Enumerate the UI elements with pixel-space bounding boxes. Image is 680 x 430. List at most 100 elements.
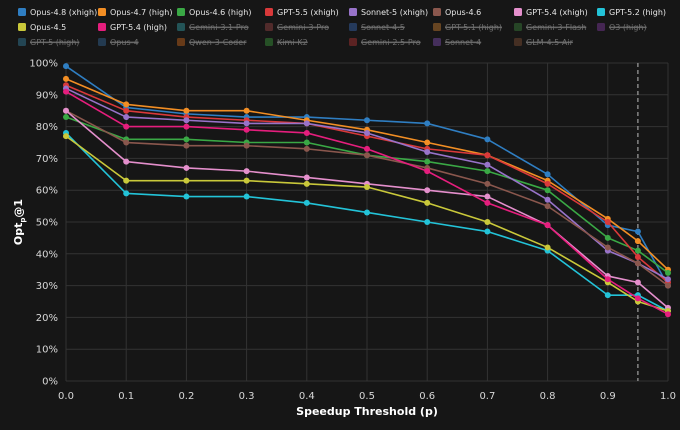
data-point[interactable] [63,114,69,121]
data-point[interactable] [634,279,641,286]
legend-item-sonnet-4[interactable]: Sonnet-4 [433,38,482,47]
data-point[interactable] [665,269,671,276]
data-point[interactable] [63,88,69,95]
data-point[interactable] [123,114,130,121]
data-point[interactable] [634,247,641,254]
legend-item-opus-4[interactable]: Opus-4 [98,38,139,47]
data-point[interactable] [183,164,190,171]
data-point[interactable] [183,193,190,200]
data-point[interactable] [303,145,310,152]
data-point[interactable] [123,158,130,165]
legend-item-gemini-3-flash[interactable]: Gemini-3-Flash [514,23,587,32]
series-gpt-5-4-high[interactable] [63,88,671,318]
data-point[interactable] [183,136,190,143]
legend-item-gpt-5-4-high[interactable]: GPT-5.4 (high) [98,23,167,32]
legend-item-gemini-2-5-pro[interactable]: Gemini-2.5-Pro [349,38,421,47]
legend-item-gpt-5-4-xhigh[interactable]: GPT-5.4 (xhigh) [514,8,588,17]
legend-item-glm-4-5-air[interactable]: GLM-4.5-Air [514,38,574,47]
data-point[interactable] [484,161,491,168]
data-point[interactable] [544,196,551,203]
data-point[interactable] [243,168,250,175]
legend-item-opus-4-7-high[interactable]: Opus-4.7 (high) [98,8,172,17]
legend-item-gpt-5-1-high[interactable]: GPT-5.1 (high) [433,23,503,32]
data-point[interactable] [424,187,431,194]
series-gpt-5-4-xhigh[interactable] [63,107,671,311]
data-point[interactable] [63,107,69,114]
data-point[interactable] [364,184,370,191]
data-point[interactable] [303,129,310,136]
data-point[interactable] [484,136,491,143]
data-point[interactable] [544,222,551,229]
data-point[interactable] [183,117,190,124]
data-point[interactable] [424,120,431,127]
data-point[interactable] [243,193,250,200]
data-point[interactable] [63,63,69,70]
data-point[interactable] [243,177,250,184]
data-point[interactable] [484,219,491,225]
data-point[interactable] [424,199,431,206]
data-point[interactable] [604,234,611,241]
legend-item-gemini-3-pro[interactable]: Gemini-3-Pro [265,23,329,32]
legend-item-sonnet-4-5[interactable]: Sonnet-4.5 [349,23,405,32]
legend-item-opus-4-6[interactable]: Opus-4.6 [433,8,481,17]
data-point[interactable] [243,120,250,127]
data-point[interactable] [243,107,250,114]
data-point[interactable] [634,228,641,235]
data-point[interactable] [665,311,671,318]
data-point[interactable] [665,282,671,289]
data-point[interactable] [123,139,130,146]
data-point[interactable] [364,209,370,216]
data-point[interactable] [123,101,130,108]
data-point[interactable] [63,133,69,140]
data-point[interactable] [544,187,551,194]
data-point[interactable] [424,149,431,156]
data-point[interactable] [544,203,551,210]
data-point[interactable] [183,107,190,114]
data-point[interactable] [484,168,491,175]
data-point[interactable] [604,292,611,299]
data-point[interactable] [544,180,551,187]
data-point[interactable] [634,295,641,302]
legend-item-o3-high[interactable]: O3 (high) [597,23,647,32]
data-point[interactable] [63,75,69,82]
data-point[interactable] [123,190,130,197]
series-opus-4-5[interactable] [63,133,671,315]
legend-item-qwen-3-coder[interactable]: Qwen-3-Coder [177,38,247,47]
data-point[interactable] [424,158,431,165]
data-point[interactable] [484,199,491,206]
data-point[interactable] [303,120,310,127]
data-point[interactable] [123,107,130,114]
legend-item-opus-4-6-high[interactable]: Opus-4.6 (high) [177,8,251,17]
data-point[interactable] [604,244,611,251]
data-point[interactable] [484,228,491,235]
data-point[interactable] [123,177,130,184]
data-point[interactable] [634,260,641,267]
data-point[interactable] [303,199,310,206]
legend-item-opus-4-8-xhigh[interactable]: Opus-4.8 (xhigh) [18,8,97,17]
data-point[interactable] [183,177,190,184]
data-point[interactable] [604,219,611,225]
data-point[interactable] [424,168,431,175]
data-point[interactable] [484,180,491,187]
data-point[interactable] [243,142,250,149]
data-point[interactable] [243,126,250,133]
data-point[interactable] [544,244,551,251]
legend-item-kimi-k2[interactable]: Kimi-K2 [265,38,308,47]
data-point[interactable] [183,142,190,149]
data-point[interactable] [303,139,310,146]
legend-item-gpt-5-high[interactable]: GPT-5 (high) [18,38,80,47]
data-point[interactable] [424,139,431,146]
data-point[interactable] [634,238,641,245]
data-point[interactable] [364,129,370,136]
data-point[interactable] [364,117,370,124]
data-point[interactable] [364,145,370,152]
legend-item-gpt-5-5-xhigh[interactable]: GPT-5.5 (xhigh) [265,8,339,17]
data-point[interactable] [183,123,190,130]
data-point[interactable] [484,152,491,159]
data-point[interactable] [303,180,310,187]
legend-item-sonnet-5-xhigh[interactable]: Sonnet-5 (xhigh) [349,8,428,17]
data-point[interactable] [604,276,611,283]
data-point[interactable] [634,253,641,260]
data-point[interactable] [364,152,370,159]
data-point[interactable] [544,171,551,178]
